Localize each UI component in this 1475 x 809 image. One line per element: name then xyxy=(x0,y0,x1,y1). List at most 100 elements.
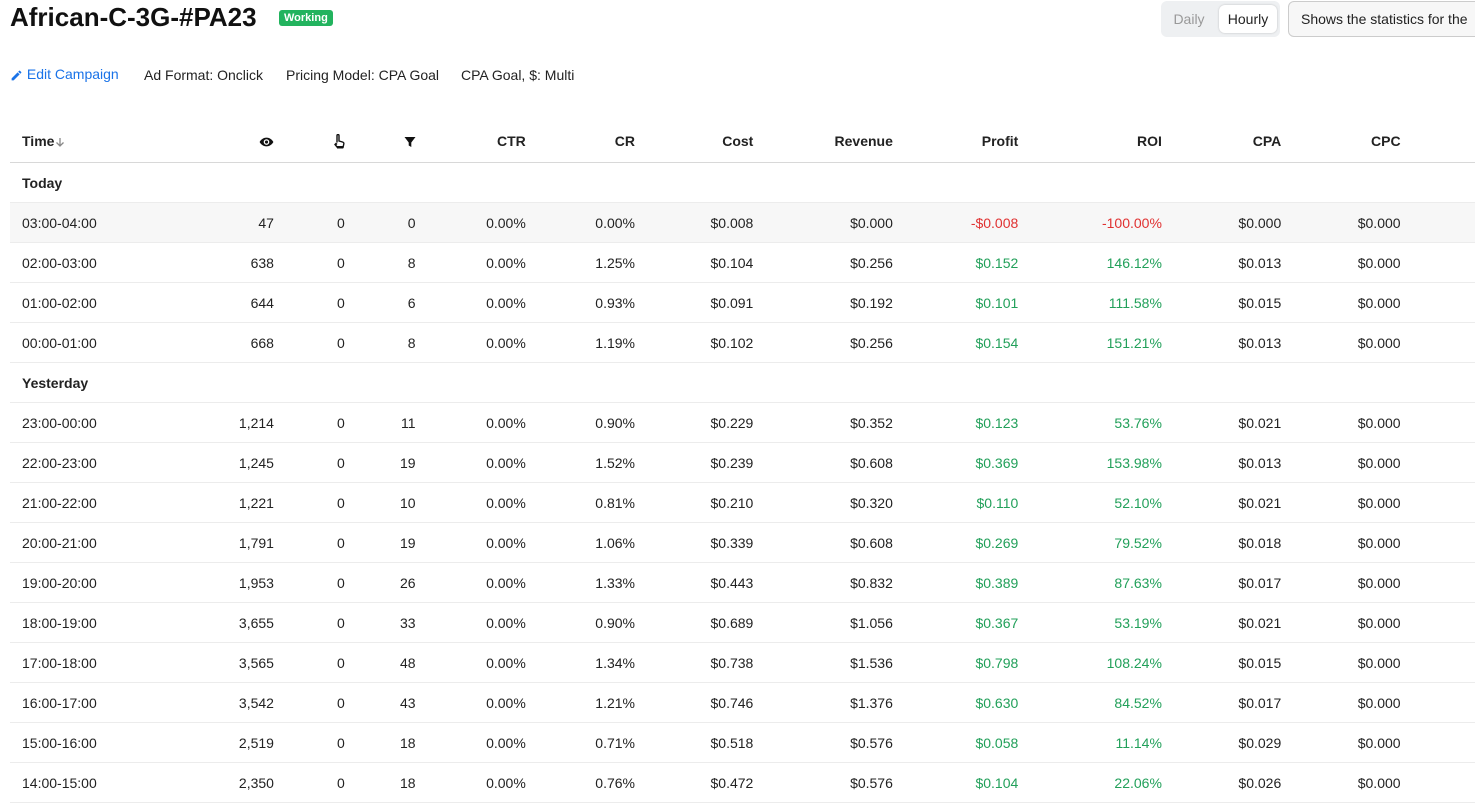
table-cell: 0.00% xyxy=(415,242,526,283)
table-cell: $0.576 xyxy=(753,722,893,763)
table-cell: 48 xyxy=(344,642,416,683)
table-cell: $0.798 xyxy=(892,642,1019,683)
table-cell: 111.58% xyxy=(1018,282,1162,323)
table-cell: 18 xyxy=(344,762,416,803)
table-cell: $0.013 xyxy=(1161,322,1282,363)
table-cell: $0.152 xyxy=(892,242,1019,283)
table-cell: $0.000 xyxy=(1281,522,1401,563)
group-label: Today xyxy=(10,162,1475,203)
table-cell: 03:00-04:00 xyxy=(10,202,173,243)
data-row: 01:00-02:00 644 0 6 0.00% 0.93% $0.091 $0.192 $0… xyxy=(10,282,1475,323)
eye-icon xyxy=(259,137,274,147)
toggle-option[interactable]: Hourly xyxy=(1219,5,1277,33)
table-cell: $0.018 xyxy=(1161,522,1282,563)
table-cell xyxy=(1400,242,1475,283)
table-cell: 0.00% xyxy=(415,562,526,603)
table-cell: $0.000 xyxy=(1281,602,1401,643)
table-cell: $0.102 xyxy=(635,322,754,363)
table-cell: 0 xyxy=(273,762,345,803)
table-cell: 22.06% xyxy=(1018,762,1162,803)
data-row: 16:00-17:00 3,542 0 43 0.00% 1.21% $0.746 $1.37… xyxy=(10,682,1475,723)
toggle-option[interactable]: Daily xyxy=(1173,11,1205,27)
table-cell: 0.00% xyxy=(415,762,526,803)
column-header[interactable]: Revenue xyxy=(753,119,893,163)
table-cell xyxy=(1400,602,1475,643)
table-cell: $0.013 xyxy=(1161,242,1282,283)
column-header[interactable]: Cost xyxy=(635,119,754,163)
edit-link[interactable]: Edit Campaign xyxy=(10,66,119,82)
table-cell: 2,519 xyxy=(172,722,274,763)
table-cell: 22:00-23:00 xyxy=(10,442,173,483)
column-header[interactable]: ROI xyxy=(1018,119,1162,163)
table-cell: 0.93% xyxy=(525,282,635,323)
table-wrap: Time CTRCRCostRevenueProfitROICPACPCC To… xyxy=(10,119,1475,809)
table-cell: $0.472 xyxy=(635,762,754,803)
edit-text[interactable]: Edit Campaign xyxy=(26,66,119,82)
table-cell: 1.52% xyxy=(525,442,635,483)
table-cell: $0.320 xyxy=(753,482,893,523)
table-cell: 668 xyxy=(172,322,274,363)
table-cell xyxy=(1400,522,1475,563)
table-cell: 0.76% xyxy=(525,762,635,803)
table-cell: 26 xyxy=(344,562,416,603)
table-cell: $0.000 xyxy=(1281,762,1401,803)
table-cell xyxy=(1400,642,1475,683)
column-header[interactable]: CPC xyxy=(1281,119,1401,163)
click-icon xyxy=(333,133,345,149)
table-cell xyxy=(1400,562,1475,603)
table-cell: 0.00% xyxy=(415,722,526,763)
table-cell: 47 xyxy=(172,202,274,243)
table-cell xyxy=(1400,482,1475,523)
table-cell: $0.000 xyxy=(1281,402,1401,443)
column-header[interactable]: C xyxy=(1400,119,1475,163)
table-cell: 0.90% xyxy=(525,402,635,443)
table-cell: 15:00-16:00 xyxy=(10,722,173,763)
column-header[interactable]: CR xyxy=(525,119,635,163)
table-cell: $0.000 xyxy=(1281,562,1401,603)
table-cell: 0 xyxy=(273,682,345,723)
table-cell: $0.352 xyxy=(753,402,893,443)
table-cell: $0.256 xyxy=(753,242,893,283)
table-cell: $0.000 xyxy=(1281,282,1401,323)
table-cell xyxy=(1400,282,1475,323)
data-row: 18:00-19:00 3,655 0 33 0.00% 0.90% $0.689 $1.05… xyxy=(10,602,1475,643)
table-cell: 11.14% xyxy=(1018,722,1162,763)
table-cell: $0.091 xyxy=(635,282,754,323)
table-cell xyxy=(1400,402,1475,443)
group-label: Yesterday xyxy=(10,362,1475,403)
table-cell: 0.81% xyxy=(525,482,635,523)
table-cell: 0.00% xyxy=(415,642,526,683)
table-cell: 638 xyxy=(172,242,274,283)
table-cell: $0.369 xyxy=(892,442,1019,483)
table-cell: $0.339 xyxy=(635,522,754,563)
table-cell: $0.029 xyxy=(1161,722,1282,763)
table-cell: -$0.008 xyxy=(892,202,1019,243)
table-cell: $0.015 xyxy=(1161,642,1282,683)
column-header[interactable]: CTR xyxy=(415,119,526,163)
column-header[interactable]: CPA xyxy=(1161,119,1282,163)
column-header[interactable]: Profit xyxy=(892,119,1019,163)
table-cell: $0.000 xyxy=(1281,642,1401,683)
table-cell: $0.269 xyxy=(892,522,1019,563)
table-cell: 53.76% xyxy=(1018,402,1162,443)
table-cell: 3,542 xyxy=(172,682,274,723)
table-cell: 6 xyxy=(344,282,416,323)
table-cell xyxy=(1400,682,1475,723)
table-cell: $0.000 xyxy=(1281,442,1401,483)
table-cell: 0.00% xyxy=(415,282,526,323)
table-cell: $0.021 xyxy=(1161,482,1282,523)
clicks-header xyxy=(273,119,345,163)
pencil-icon xyxy=(11,70,22,81)
table-cell: 644 xyxy=(172,282,274,323)
table-body: Today 03:00-04:00 47 0 0 0.00% 0.00% $0.008 $0.0… xyxy=(10,162,1475,803)
time-header[interactable]: Time xyxy=(10,119,173,163)
campaign-title: African-C-3G-#PA23 xyxy=(10,2,257,32)
table-cell: 8 xyxy=(344,322,416,363)
table-cell: $0.000 xyxy=(1281,722,1401,763)
table-cell: 43 xyxy=(344,682,416,723)
table-cell: $0.000 xyxy=(1281,482,1401,523)
table-cell: 1.34% xyxy=(525,642,635,683)
table-cell: $0.026 xyxy=(1161,762,1282,803)
stats-button[interactable]: Shows the statistics for the xyxy=(1288,1,1475,37)
